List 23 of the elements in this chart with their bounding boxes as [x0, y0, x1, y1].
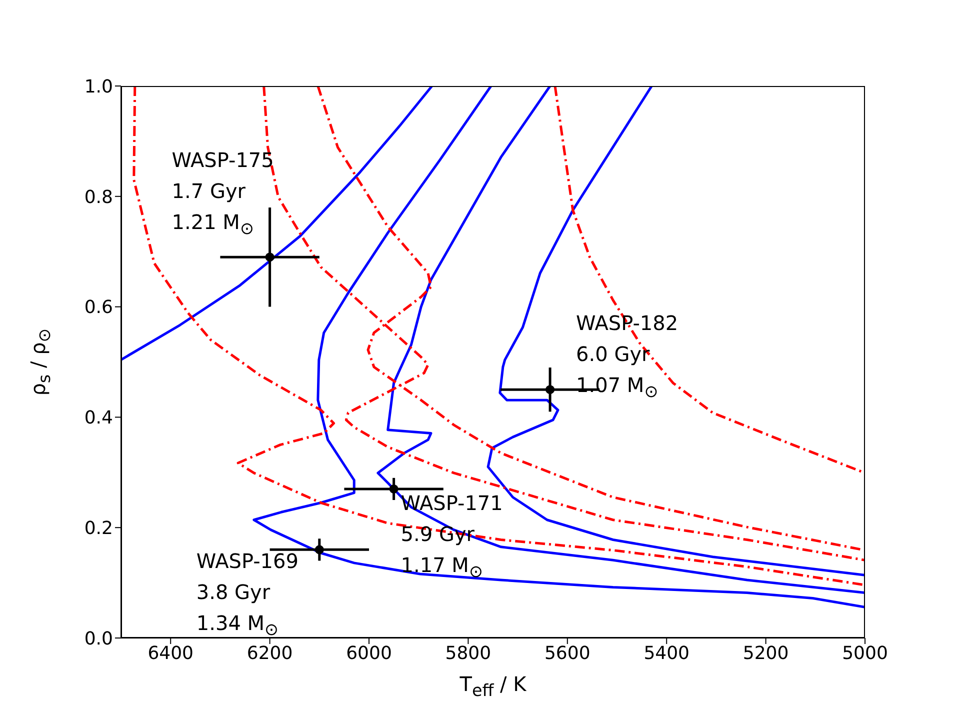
y-tick-label: 0.2: [84, 518, 113, 539]
x-tick-label: 6000: [346, 642, 392, 664]
y-tick-label: 1.0: [84, 76, 113, 98]
point: [265, 252, 274, 262]
y-tick-label: 0.0: [84, 628, 113, 650]
x-tick-label: 5800: [445, 642, 492, 664]
x-axis-title: T$_{eff}$ / K: [458, 672, 528, 700]
point: [546, 385, 555, 394]
y-tick-label: 0.4: [84, 408, 113, 429]
x-tick-label: 5200: [742, 642, 789, 664]
point: [314, 545, 324, 554]
annotation: WASP-169 3.8 Gyr 1.34 M$_{⊙}$: [196, 548, 298, 641]
y-tick-label: 0.6: [84, 297, 113, 318]
line-series: [121, 86, 434, 362]
x-tick-label: 5600: [544, 642, 590, 664]
point: [389, 484, 398, 494]
annotation: WASP-175 1.7 Gyr 1.21 M$_{⊙}$: [172, 147, 274, 240]
x-tick-label: 6200: [246, 642, 293, 664]
x-tick-label: 6400: [148, 642, 194, 664]
x-tick-label: 5000: [842, 642, 888, 664]
x-tick-label: 5400: [644, 642, 690, 664]
y-tick-label: 0.8: [84, 186, 113, 208]
line-series: [376, 86, 865, 594]
